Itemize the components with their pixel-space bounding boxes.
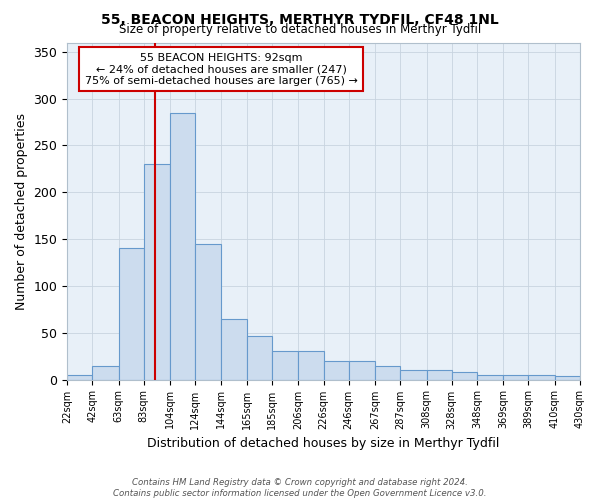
Bar	[144, 164, 170, 380]
Bar	[375, 366, 400, 380]
Bar	[92, 366, 119, 380]
Bar	[221, 318, 247, 380]
Bar	[298, 350, 323, 380]
Bar	[529, 375, 555, 380]
Bar	[119, 248, 144, 380]
Text: 55 BEACON HEIGHTS: 92sqm
← 24% of detached houses are smaller (247)
75% of semi-: 55 BEACON HEIGHTS: 92sqm ← 24% of detach…	[85, 52, 358, 86]
Text: Size of property relative to detached houses in Merthyr Tydfil: Size of property relative to detached ho…	[119, 22, 481, 36]
Bar	[477, 375, 503, 380]
Bar	[170, 112, 196, 380]
X-axis label: Distribution of detached houses by size in Merthyr Tydfil: Distribution of detached houses by size …	[148, 437, 500, 450]
Bar	[247, 336, 272, 380]
Bar	[67, 375, 92, 380]
Y-axis label: Number of detached properties: Number of detached properties	[15, 112, 28, 310]
Bar	[580, 378, 600, 380]
Bar	[452, 372, 477, 380]
Bar	[196, 244, 221, 380]
Bar	[323, 361, 349, 380]
Bar	[555, 376, 580, 380]
Bar	[272, 350, 298, 380]
Bar	[400, 370, 427, 380]
Bar	[503, 375, 529, 380]
Text: 55, BEACON HEIGHTS, MERTHYR TYDFIL, CF48 1NL: 55, BEACON HEIGHTS, MERTHYR TYDFIL, CF48…	[101, 12, 499, 26]
Text: Contains HM Land Registry data © Crown copyright and database right 2024.
Contai: Contains HM Land Registry data © Crown c…	[113, 478, 487, 498]
Bar	[349, 361, 375, 380]
Bar	[427, 370, 452, 380]
